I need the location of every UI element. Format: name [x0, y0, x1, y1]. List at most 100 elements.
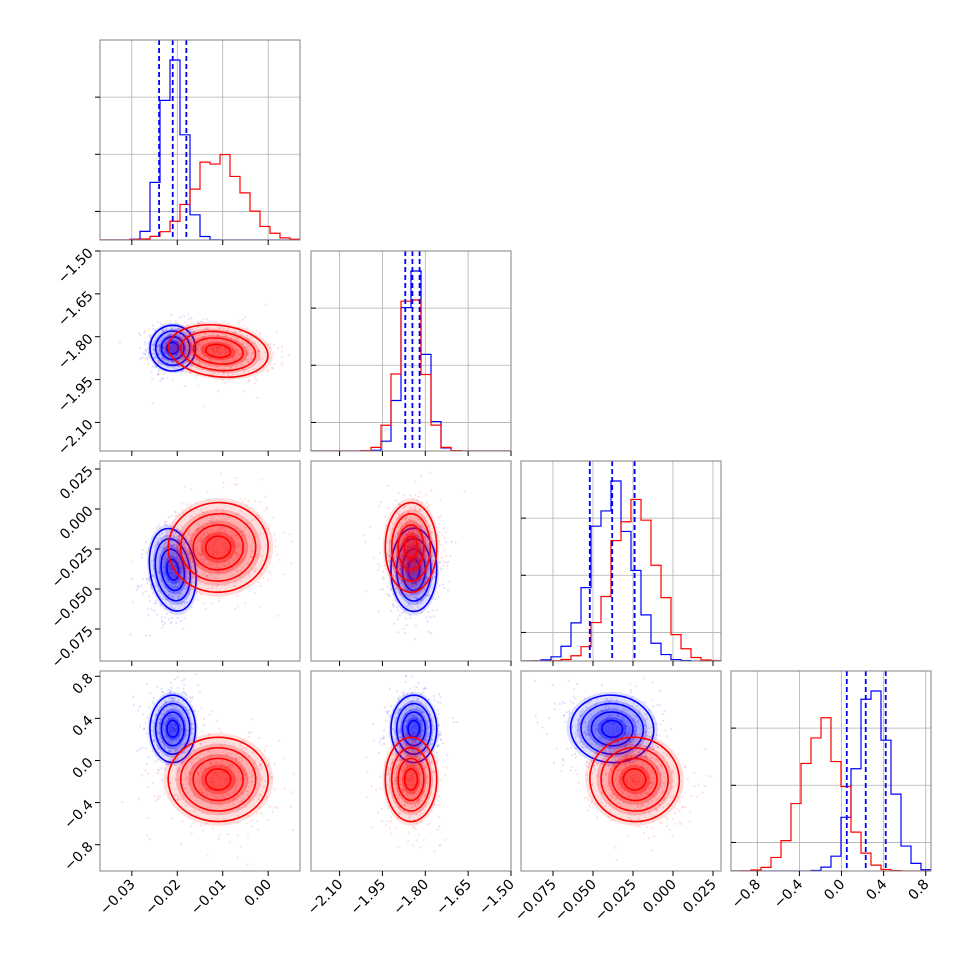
- scatter-point: [411, 553, 414, 556]
- density-fill-blue: [159, 708, 187, 750]
- scatter-point: [396, 697, 400, 700]
- scatter-point: [437, 522, 440, 525]
- scatter-point: [408, 494, 412, 497]
- scatter-point: [281, 364, 284, 367]
- scatter-point: [170, 595, 173, 598]
- scatter-point: [154, 355, 157, 358]
- scatter-point: [420, 799, 423, 803]
- scatter-point: [378, 565, 381, 568]
- scatter-point: [220, 730, 223, 734]
- scatter-point: [185, 351, 188, 354]
- scatter-point: [589, 699, 593, 703]
- scatter-point: [187, 331, 190, 334]
- scatter-point: [215, 365, 218, 368]
- scatter-point: [255, 378, 258, 381]
- scatter-point: [418, 813, 422, 816]
- scatter-point: [432, 716, 435, 719]
- scatter-point: [595, 742, 599, 745]
- scatter-point: [240, 580, 243, 583]
- scatter-point: [237, 541, 240, 544]
- scatter-point: [420, 547, 423, 550]
- scatter-point: [186, 349, 190, 352]
- scatter-point: [184, 371, 187, 374]
- scatter-point: [223, 740, 226, 744]
- scatter-point: [449, 554, 452, 557]
- scatter-point: [121, 800, 124, 804]
- scatter-point: [176, 547, 179, 550]
- scatter-point: [180, 757, 183, 760]
- scatter-point: [409, 700, 413, 703]
- scatter-point: [411, 565, 415, 568]
- scatter-point: [222, 372, 225, 376]
- scatter-point: [183, 691, 186, 695]
- scatter-point: [398, 759, 402, 762]
- scatter-point: [260, 812, 263, 815]
- scatter-point: [418, 778, 421, 782]
- scatter-point: [177, 366, 180, 369]
- scatter-point: [420, 597, 424, 601]
- scatter-point: [376, 562, 379, 566]
- scatter-point: [171, 748, 174, 752]
- scatter-point: [394, 574, 398, 577]
- scatter-point: [171, 351, 174, 354]
- scatter-point: [230, 365, 233, 368]
- scatter-point: [167, 333, 170, 336]
- scatter-point: [609, 746, 612, 749]
- scatter-point: [192, 758, 195, 761]
- scatter-point: [423, 558, 427, 561]
- scatter-point: [171, 698, 174, 701]
- scatter-point: [409, 586, 413, 589]
- scatter-point: [235, 337, 238, 340]
- scatter-point: [157, 360, 160, 364]
- scatter-point: [160, 377, 164, 380]
- density-fill-blue: [400, 708, 428, 750]
- scatter-point: [413, 638, 417, 641]
- scatter-point: [153, 740, 156, 743]
- scatter-point: [176, 582, 179, 585]
- scatter-point: [404, 562, 407, 565]
- scatter-point: [410, 748, 413, 751]
- scatter-point: [175, 340, 178, 343]
- scatter-point: [397, 845, 400, 848]
- scatter-point: [401, 788, 404, 791]
- scatter-point: [234, 349, 237, 352]
- scatter-point: [204, 537, 208, 540]
- scatter-point: [157, 349, 160, 352]
- y-tick-label: 0.4: [70, 713, 97, 740]
- scatter-point: [178, 723, 181, 726]
- scatter-point: [192, 727, 195, 730]
- scatter-point: [418, 708, 421, 711]
- scatter-point: [624, 734, 627, 737]
- scatter-point: [651, 748, 655, 751]
- scatter-point: [177, 334, 180, 337]
- scatter-point: [187, 748, 190, 752]
- scatter-point: [150, 584, 153, 587]
- scatter-point: [388, 687, 391, 691]
- scatter-point: [235, 554, 238, 558]
- scatter-point: [394, 738, 397, 741]
- scatter-point: [425, 576, 428, 579]
- scatter-point: [190, 487, 193, 491]
- scatter-point: [171, 360, 174, 363]
- scatter-point: [151, 402, 154, 405]
- scatter-point: [184, 706, 188, 709]
- scatter-point: [427, 503, 430, 507]
- scatter-point: [392, 583, 395, 586]
- scatter-point: [379, 787, 382, 790]
- scatter-point: [244, 772, 248, 775]
- scatter-point: [405, 563, 409, 567]
- scatter-point: [179, 316, 182, 319]
- scatter-point: [191, 745, 195, 748]
- scatter-point: [161, 356, 164, 360]
- scatter-point: [167, 590, 170, 593]
- scatter-point: [164, 700, 167, 703]
- scatter-point: [190, 745, 194, 748]
- scatter-point: [225, 773, 228, 776]
- scatter-point: [169, 681, 172, 684]
- scatter-point: [241, 747, 244, 750]
- scatter-point: [216, 583, 220, 586]
- scatter-point: [414, 741, 417, 744]
- scatter-point: [425, 765, 428, 769]
- contour-blue: [154, 538, 192, 602]
- scatter-point: [413, 818, 416, 821]
